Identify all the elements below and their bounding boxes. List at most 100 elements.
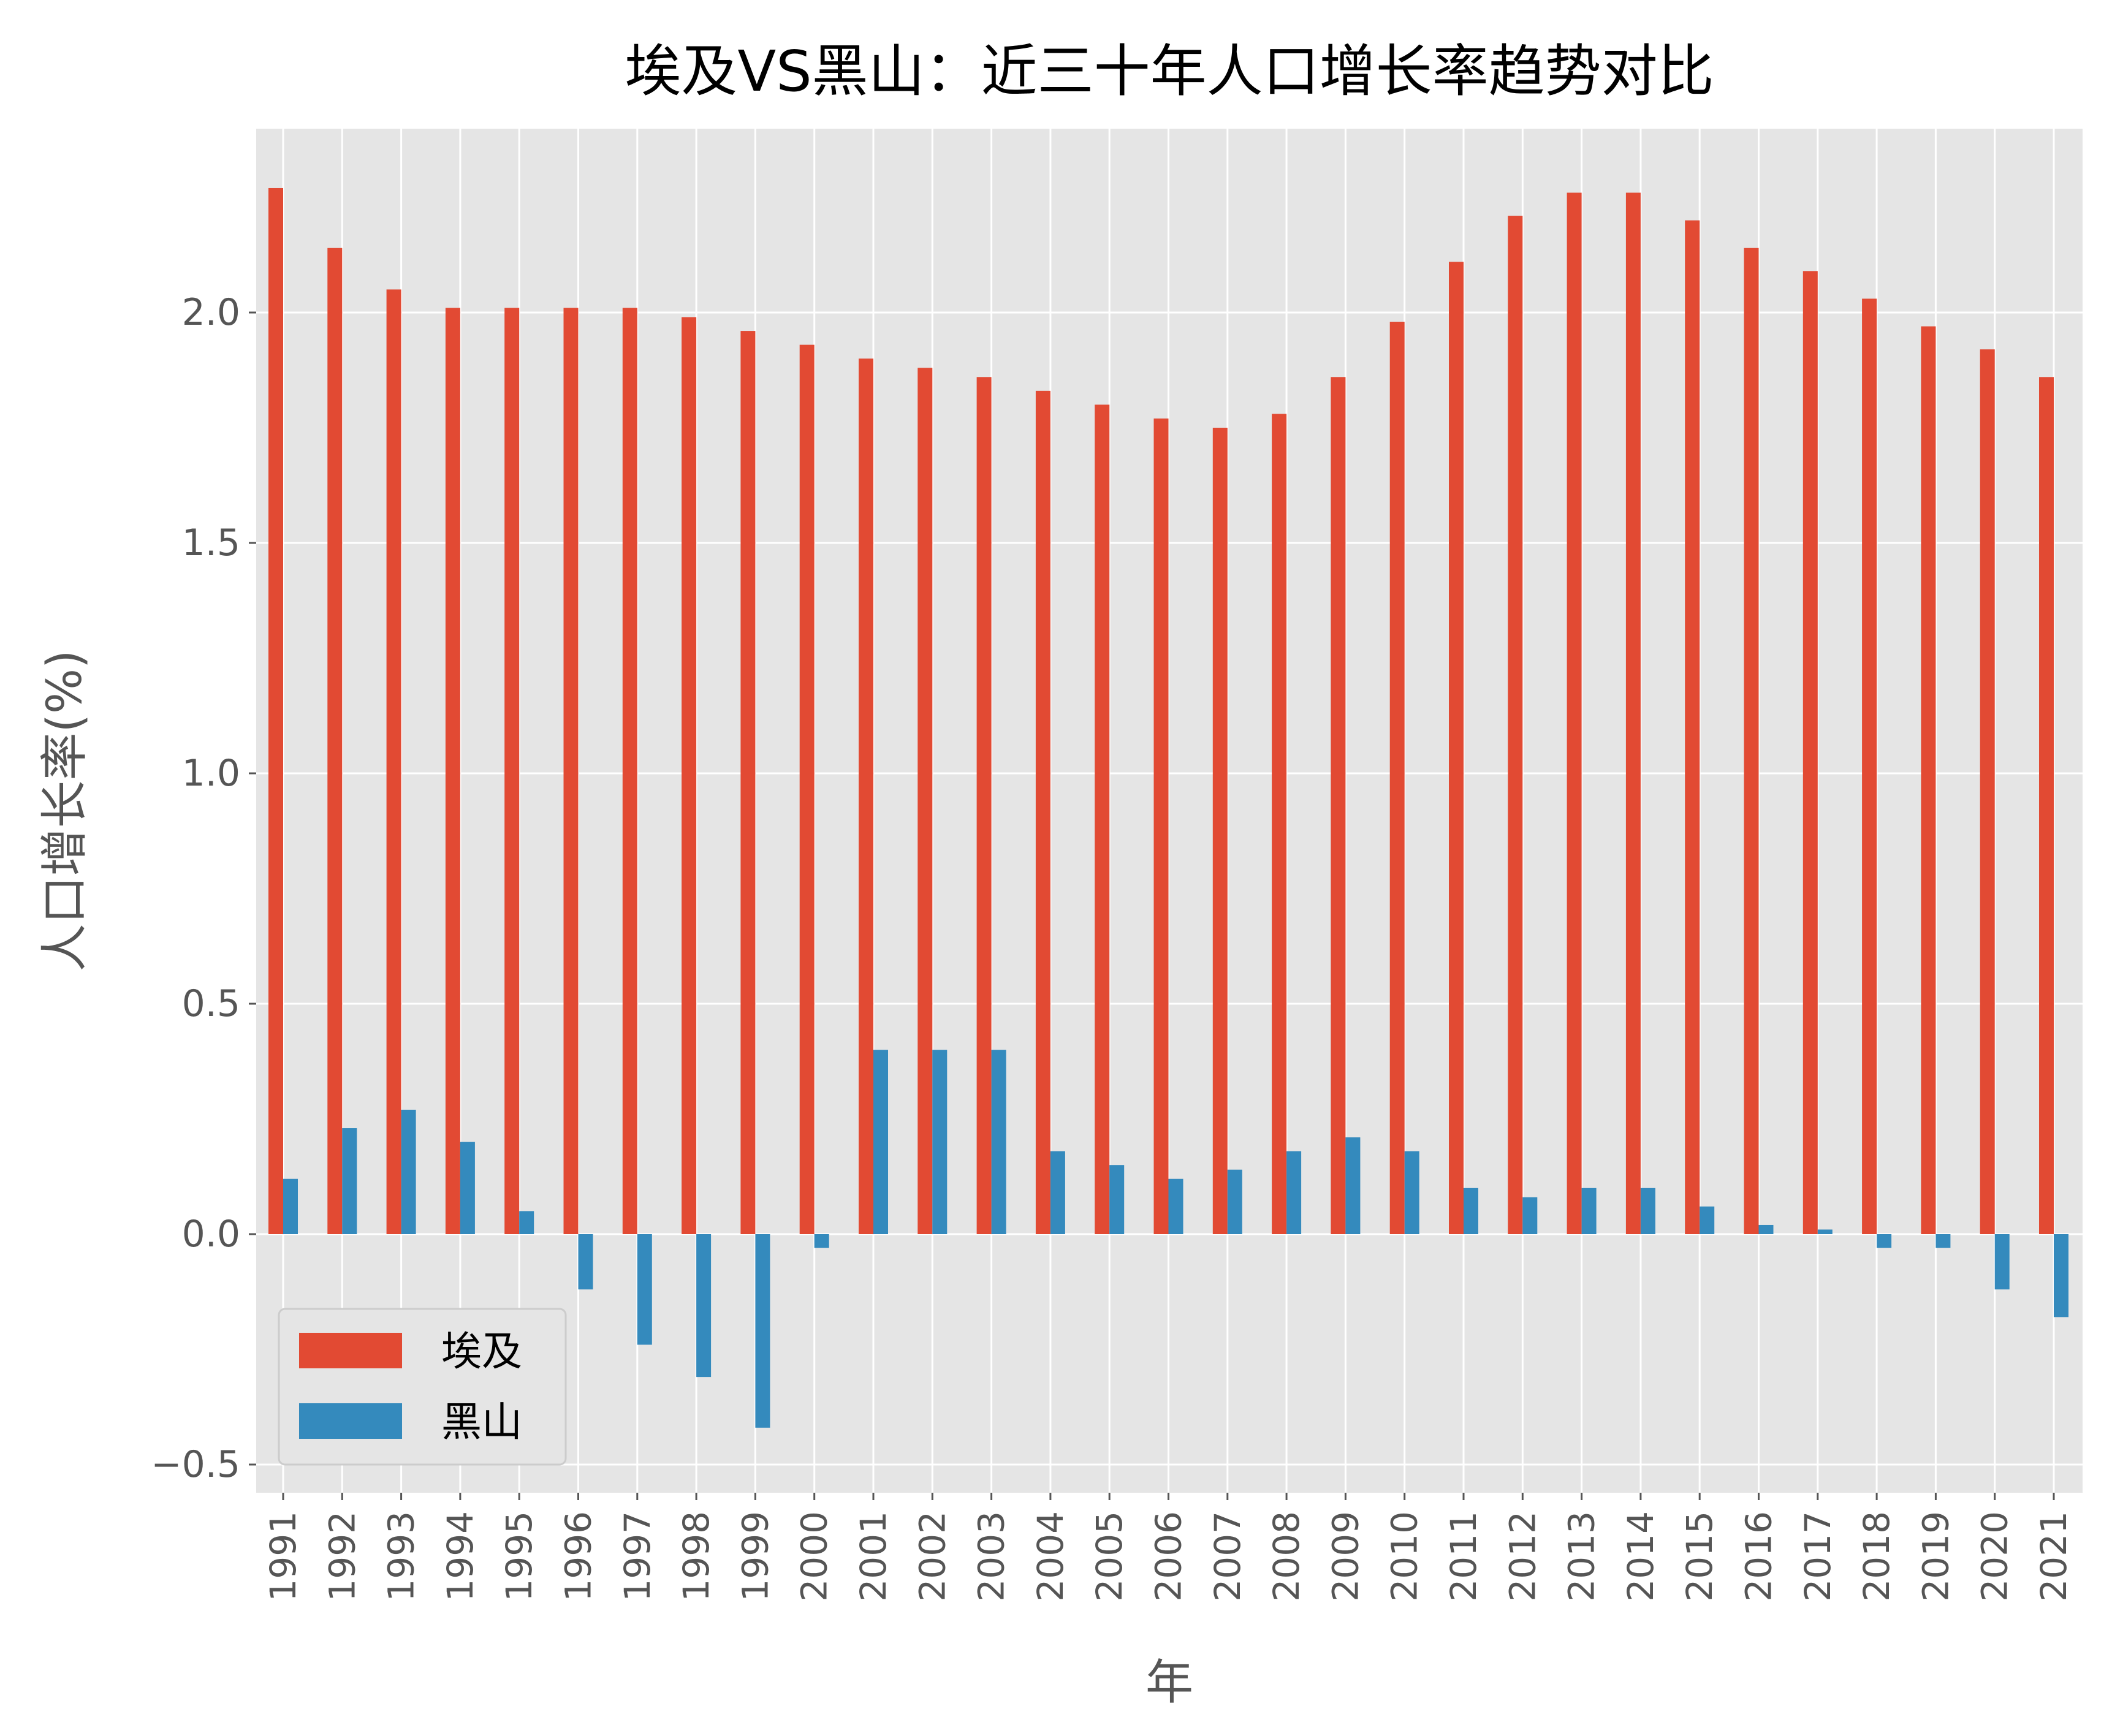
- x-tick-label: 1996: [558, 1511, 599, 1602]
- x-tick-label: 2007: [1207, 1511, 1248, 1602]
- legend-swatch-egypt: [299, 1333, 402, 1368]
- x-tick-label: 2004: [1030, 1511, 1071, 1602]
- bar-egypt-1995: [504, 308, 520, 1235]
- bar-egypt-1996: [563, 308, 579, 1235]
- bar-egypt-2003: [976, 377, 992, 1234]
- y-tick-label: −0.5: [151, 1443, 240, 1486]
- bar-egypt-1997: [622, 308, 637, 1235]
- x-tick-label: 2014: [1620, 1511, 1662, 1602]
- bar-montenegro-1994: [460, 1142, 475, 1234]
- x-tick-label: 2015: [1679, 1511, 1720, 1602]
- bar-egypt-1999: [740, 331, 756, 1234]
- bar-egypt-2014: [1625, 192, 1641, 1235]
- bar-egypt-2015: [1685, 220, 1700, 1235]
- bars: [268, 188, 2068, 1428]
- x-tick-label: 1995: [498, 1511, 540, 1602]
- bar-montenegro-1996: [578, 1234, 593, 1290]
- bar-montenegro-2009: [1345, 1137, 1361, 1234]
- bar-egypt-2020: [1980, 349, 1995, 1235]
- axes: −0.5 0.0 0.5 1.0 1.5 2.0 1991 1992 1993 1994 1995 1…: [151, 291, 2075, 1602]
- bar-egypt-2016: [1744, 248, 1759, 1235]
- bar-montenegro-2020: [1994, 1234, 2010, 1290]
- bar-montenegro-1999: [755, 1234, 770, 1428]
- bar-egypt-2006: [1153, 418, 1169, 1235]
- bar-montenegro-2001: [873, 1050, 888, 1234]
- x-tick-label: 2012: [1502, 1511, 1543, 1602]
- chart-title: 埃及VS黑山：近三十年人口增长率趋势对比: [625, 39, 1714, 104]
- x-tick-label: 1999: [734, 1511, 776, 1602]
- y-tick-label: 0.0: [182, 1213, 240, 1256]
- legend-label-egypt: 埃及: [441, 1328, 522, 1375]
- x-tick-label: 2018: [1856, 1511, 1897, 1602]
- bar-montenegro-2013: [1581, 1188, 1597, 1234]
- bar-montenegro-2021: [2054, 1234, 2068, 1317]
- x-tick-label: 2019: [1915, 1511, 1956, 1602]
- x-tick-label: 1992: [321, 1511, 363, 1602]
- bar-egypt-2009: [1331, 377, 1346, 1234]
- y-tick-label: 1.5: [182, 521, 240, 564]
- bar-egypt-2008: [1272, 414, 1287, 1235]
- legend: 埃及 黑山: [278, 1308, 567, 1466]
- bar-egypt-1994: [445, 308, 460, 1235]
- bar-montenegro-2003: [991, 1050, 1006, 1234]
- bar-montenegro-2008: [1286, 1151, 1302, 1234]
- bar-egypt-2002: [917, 368, 933, 1234]
- bar-montenegro-1995: [519, 1211, 534, 1234]
- x-tick-label: 2020: [1974, 1511, 2016, 1602]
- bar-egypt-2012: [1508, 216, 1523, 1235]
- x-tick-label: 2001: [853, 1511, 894, 1602]
- bar-montenegro-2018: [1877, 1234, 1892, 1248]
- bar-montenegro-2004: [1050, 1151, 1065, 1234]
- bar-egypt-1991: [268, 188, 283, 1235]
- bar-montenegro-1997: [637, 1234, 652, 1345]
- bar-montenegro-2016: [1758, 1224, 1774, 1234]
- x-tick-label: 1991: [262, 1511, 304, 1602]
- legend-label-montenegro: 黑山: [441, 1398, 522, 1446]
- bar-montenegro-2011: [1464, 1188, 1478, 1234]
- bar-montenegro-1998: [696, 1234, 712, 1378]
- x-tick-label: 2000: [794, 1511, 835, 1602]
- x-tick-label: 2003: [971, 1511, 1012, 1602]
- y-tick-label: 0.5: [182, 982, 240, 1025]
- bar-egypt-2019: [1921, 326, 1936, 1234]
- x-tick-label: 2016: [1738, 1511, 1780, 1602]
- x-tick-label: 2008: [1266, 1511, 1307, 1602]
- bar-egypt-2013: [1567, 192, 1582, 1235]
- x-tick-label: 2010: [1384, 1511, 1426, 1602]
- bar-montenegro-2012: [1522, 1197, 1538, 1234]
- y-tick-label: 1.0: [182, 752, 240, 795]
- bar-montenegro-2000: [814, 1234, 829, 1248]
- bar-montenegro-2014: [1640, 1188, 1655, 1234]
- x-tick-label: 1994: [439, 1511, 481, 1602]
- x-axis-label: 年: [1145, 1655, 1193, 1710]
- bar-egypt-2004: [1035, 390, 1050, 1234]
- bar-egypt-2011: [1449, 262, 1464, 1234]
- bar-egypt-1992: [327, 248, 343, 1235]
- bar-egypt-2007: [1212, 428, 1228, 1234]
- y-tick-label: 2.0: [182, 291, 240, 334]
- bar-egypt-2017: [1802, 271, 1818, 1234]
- bar-montenegro-2010: [1404, 1151, 1419, 1234]
- bar-egypt-1998: [682, 317, 697, 1234]
- bar-egypt-2021: [2039, 377, 2054, 1234]
- bar-montenegro-2002: [932, 1050, 948, 1234]
- x-tick-label: 2009: [1324, 1511, 1366, 1602]
- bar-egypt-2000: [799, 344, 815, 1234]
- bar-montenegro-1992: [342, 1128, 357, 1234]
- bar-montenegro-2019: [1935, 1234, 1951, 1248]
- legend-box: [278, 1308, 567, 1466]
- bar-montenegro-2017: [1817, 1229, 1833, 1234]
- bar-egypt-1993: [386, 289, 401, 1234]
- bar-montenegro-2006: [1168, 1178, 1183, 1234]
- bar-montenegro-2007: [1227, 1169, 1242, 1234]
- bar-montenegro-1991: [283, 1178, 298, 1234]
- legend-swatch-montenegro: [299, 1403, 402, 1439]
- x-tick-label: 2021: [2033, 1511, 2075, 1602]
- x-tick-label: 2013: [1561, 1511, 1603, 1602]
- bar-montenegro-1993: [401, 1109, 416, 1234]
- y-axis-label: 人口增长率(%): [37, 650, 93, 972]
- x-tick-label: 2017: [1797, 1511, 1839, 1602]
- x-tick-label: 1998: [675, 1511, 717, 1602]
